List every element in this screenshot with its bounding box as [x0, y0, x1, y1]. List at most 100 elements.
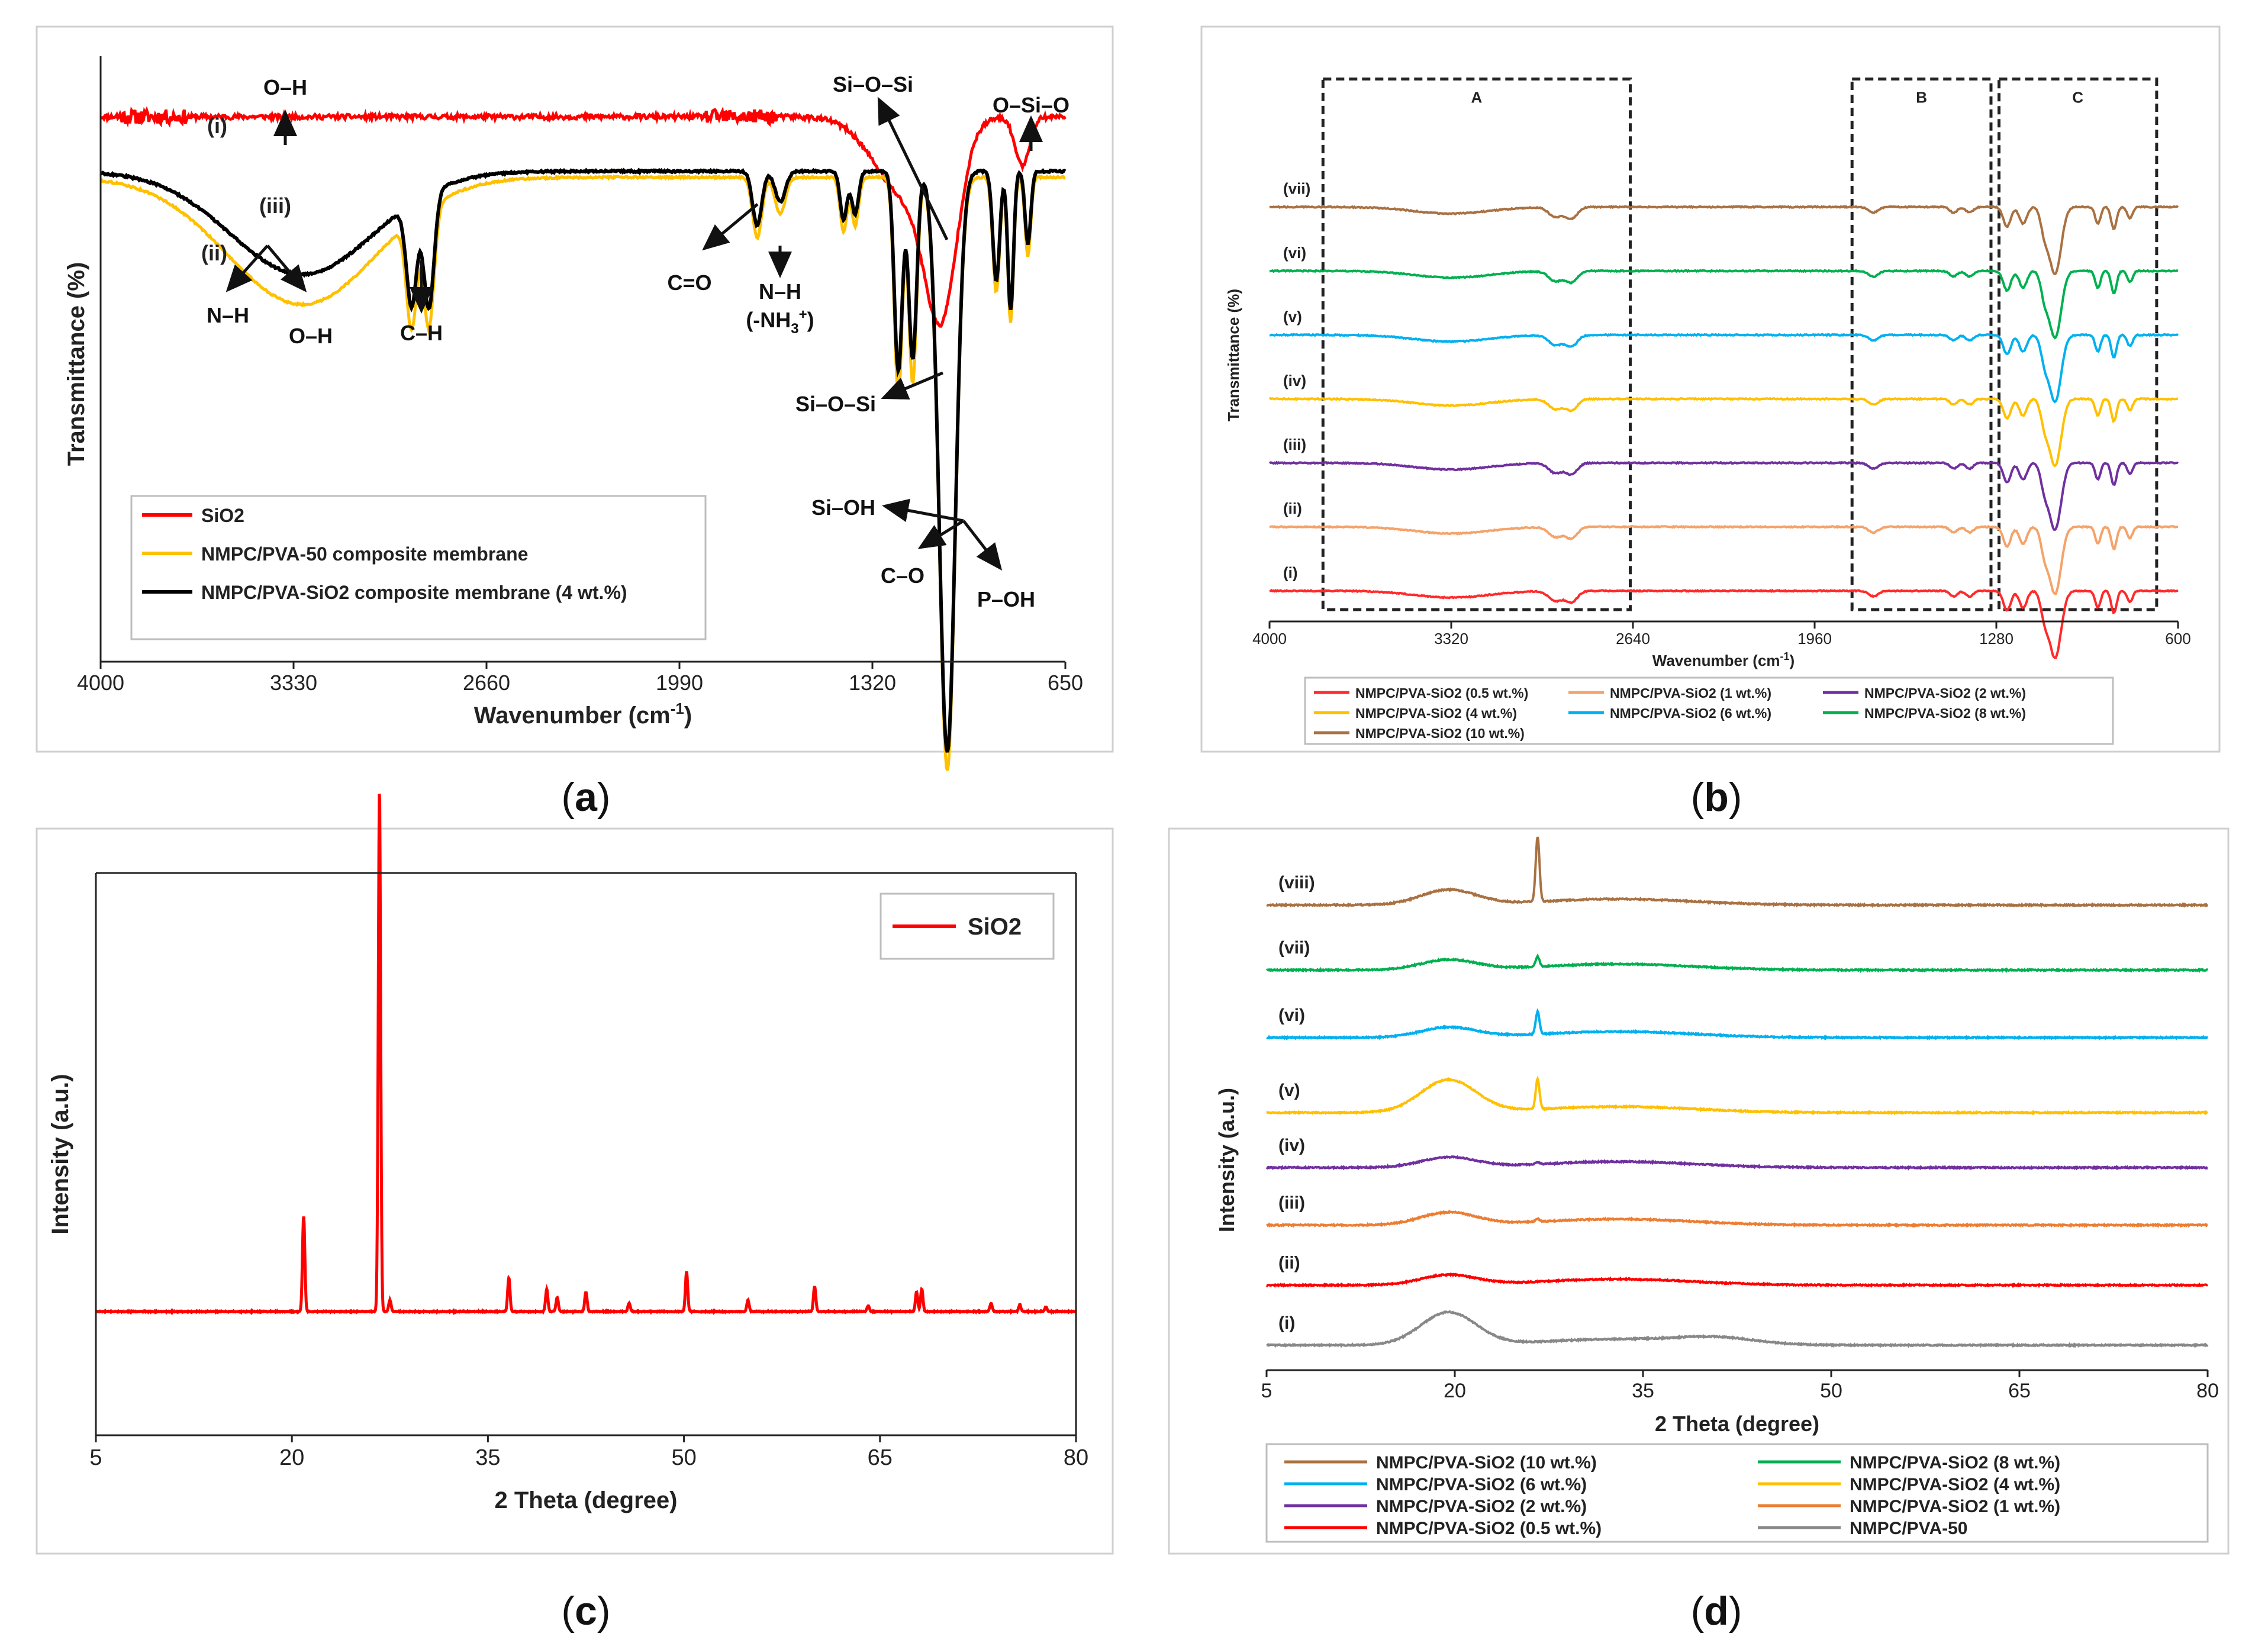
panel-a-annotation: C=O [667, 270, 711, 295]
panel-b-regions: A B C [1321, 78, 2159, 611]
panel-d-tick-label: 65 [2008, 1380, 2031, 1402]
panel-c-tick-label: 5 [89, 1445, 102, 1470]
panel-d-tick-label: 20 [1444, 1380, 1466, 1402]
panel-b-legend-label: NMPC/PVA-SiO2 (2 wt.%) [1864, 685, 2026, 701]
panel-d-series-label: (ii) [1278, 1253, 1300, 1272]
panel-b-caption: (b) [1691, 775, 1742, 820]
panel-b-series-label: (vii) [1283, 180, 1310, 198]
panel-b-series-label: (ii) [1283, 500, 1302, 517]
panel-a-legend: SiO2 NMPC/PVA-50 composite membrane NMPC… [130, 495, 707, 640]
panel-b-series-label: (vi) [1283, 244, 1306, 262]
panel-c-x-axis-label: 2 Theta (degree) [495, 1487, 678, 1513]
panel-d-legend-label: NMPC/PVA-SiO2 (0.5 wt.%) [1376, 1519, 1602, 1538]
panel-d-tick-label: 50 [1820, 1380, 1842, 1402]
panel-c-series-line [95, 793, 1077, 1316]
panel-b-series-line [1269, 524, 2179, 595]
panel-d-series-label: (vii) [1278, 938, 1310, 958]
panel-b-region-box [1850, 78, 1993, 611]
panel-d-series-labels: (i) (ii) (iii) (iv) (v) (vi) (vii) (viii) [1278, 873, 1315, 1333]
panel-a-annotation: Si–O–Si [795, 392, 876, 416]
panel-d-series-line [1266, 1310, 2209, 1348]
panel-b-region-label: A [1471, 89, 1482, 107]
panel-d-legend-label: NMPC/PVA-SiO2 (6 wt.%) [1376, 1475, 1587, 1494]
panel-d-frame [1168, 827, 2230, 1555]
panel-d-series-line [1266, 1155, 2208, 1171]
panel-b-legend-label: NMPC/PVA-SiO2 (8 wt.%) [1864, 705, 2026, 721]
panel-a-series-label: (i) [207, 114, 227, 138]
panel-a-x-ticks: 4000 3330 2660 1990 1320 650 [77, 662, 1083, 695]
panel-a-series-label: (iii) [259, 194, 291, 218]
panel-a-annotation-arrow [266, 244, 307, 292]
panel-d-series-line [1266, 1209, 2208, 1229]
panel-b-legend-label: NMPC/PVA-SiO2 (6 wt.%) [1610, 705, 1771, 721]
panel-a-annotation-arrow [877, 96, 949, 241]
panel-d-y-axis-label: Intensity (a.u.) [1214, 1088, 1239, 1232]
panel-a-x-axis-label: Wavenumber (cm-1) [474, 700, 692, 729]
panel-d-legend-label: NMPC/PVA-50 [1850, 1519, 1967, 1538]
panel-c-caption: (c) [561, 1589, 610, 1634]
panel-a-caption: (a) [561, 775, 610, 820]
panel-d-series-label: (viii) [1278, 873, 1315, 893]
panel-b-tick-label: 600 [2165, 630, 2190, 647]
panel-b-region-box [1321, 78, 1632, 611]
panel-d-legend-label: NMPC/PVA-SiO2 (10 wt.%) [1376, 1453, 1597, 1473]
panel-d-series-label: (v) [1278, 1081, 1300, 1100]
panel-b-legend-label: NMPC/PVA-SiO2 (10 wt.%) [1355, 726, 1525, 741]
panel-a-annotation: Si–O–Si [833, 72, 913, 96]
panel-a-tick-label: 2660 [463, 671, 510, 695]
panel-a-legend-label: NMPC/PVA-SiO2 composite membrane (4 wt.%… [201, 582, 627, 603]
panel-a-tick-label: 1320 [849, 671, 896, 695]
panel-a-y-axis-label: Transmittance (%) [63, 262, 89, 466]
panel-a-series-line [99, 167, 1067, 753]
panel-b-series-label: (i) [1283, 563, 1298, 581]
panel-b-tick-label: 1960 [1797, 630, 1832, 647]
panel-b-series-line [1269, 333, 2179, 404]
panel-a-annotation: O–Si–O [993, 93, 1069, 117]
panel-d-series-label: (iii) [1278, 1193, 1305, 1213]
panel-d-legend-label: NMPC/PVA-SiO2 (8 wt.%) [1850, 1453, 2060, 1473]
panel-a-annotation: P–OH [977, 587, 1035, 611]
panel-b-series-labels: (i) (ii) (iii) (iv) (v) (vi) (vii) [1283, 180, 1310, 582]
panel-c-tick-label: 35 [475, 1445, 500, 1470]
panel-a-annotation: N–H [759, 279, 801, 304]
panel-b-series-label: (iv) [1283, 372, 1306, 389]
panel-a-annotation: C–O [881, 563, 924, 588]
panel-a-annotation-arrow [881, 371, 943, 400]
panel-c-legend-label: SiO2 [968, 914, 1022, 940]
panel-b-x-ticks: 4000 3320 2640 1960 1280 600 [1252, 621, 2191, 647]
panel-b-y-axis-label: Transmittance (%) [1225, 289, 1242, 421]
panel-c-tick-label: 20 [279, 1445, 304, 1470]
panel-a-series-line [100, 106, 1067, 328]
panel-a-annotation-arrow [917, 519, 965, 549]
panel-a-annotation: N–H [207, 303, 249, 327]
panel-b-tick-label: 1280 [1979, 630, 2014, 647]
panel-c-x-ticks: 5 20 35 50 65 80 [89, 1435, 1088, 1470]
panel-d-legend-label: NMPC/PVA-SiO2 (4 wt.%) [1850, 1475, 2060, 1494]
panel-b-series-label: (v) [1283, 308, 1302, 326]
panel-d: 5 20 35 50 65 80 2 Theta (degree) Intensity (… [1168, 827, 2230, 1555]
panel-b-series-line [1268, 397, 2179, 468]
panel-b-region-label: B [1916, 89, 1927, 107]
panel-b-legend-label: NMPC/PVA-SiO2 (4 wt.%) [1355, 705, 1517, 721]
panel-a-tick-label: 1990 [656, 671, 703, 695]
panel-d-series-line [1266, 1075, 2208, 1116]
panel-d-tick-label: 80 [2196, 1380, 2219, 1402]
panel-d-tick-label: 5 [1261, 1380, 1272, 1402]
panel-d-legend-label: NMPC/PVA-SiO2 (2 wt.%) [1376, 1497, 1587, 1516]
panel-b-tick-label: 4000 [1252, 630, 1287, 647]
panel-d-series-label: (i) [1278, 1313, 1295, 1333]
panel-b: A B C 4000 3320 2640 1960 1280 600 Wavenumber (… [1200, 25, 2221, 753]
panel-d-series-label: (vi) [1278, 1006, 1305, 1025]
panel-b-frame [1200, 25, 2221, 753]
panel-c-tick-label: 80 [1064, 1445, 1088, 1470]
panel-c-tick-label: 65 [868, 1445, 893, 1470]
panel-c: 5 20 35 50 65 80 2 Theta (degree) Intensity (… [36, 793, 1114, 1555]
panel-b-tick-label: 3320 [1434, 630, 1468, 647]
panel-a-legend-label: NMPC/PVA-50 composite membrane [201, 543, 528, 565]
panel-a-series-label: (ii) [201, 241, 227, 265]
panel-d-series-line [1265, 953, 2209, 974]
panel-d-series-line [1266, 1008, 2209, 1041]
panel-b-series-line [1268, 460, 2179, 531]
panel-d-x-ticks: 5 20 35 50 65 80 [1261, 1370, 2219, 1402]
